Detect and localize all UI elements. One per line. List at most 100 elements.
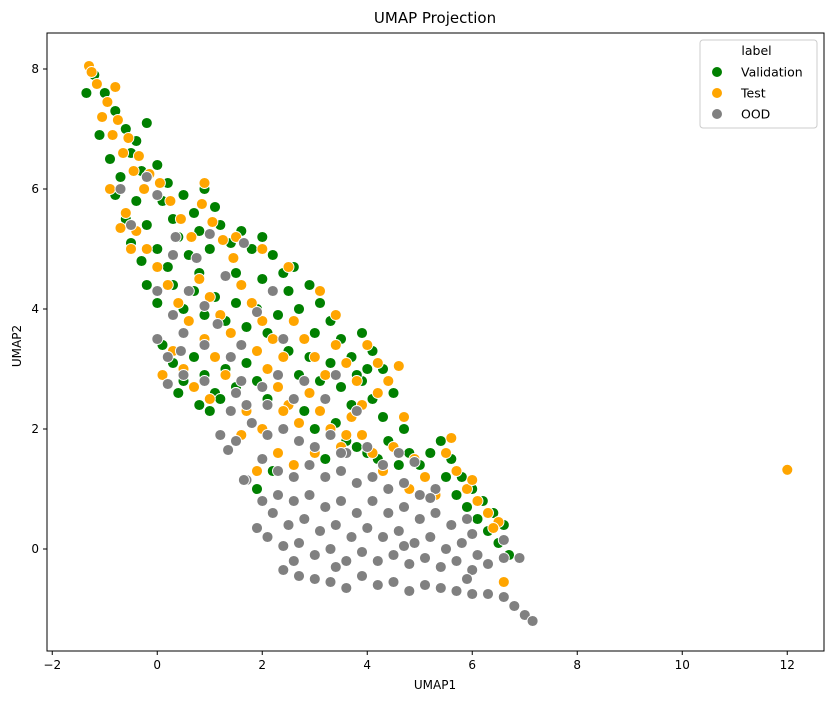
point-ood-12 <box>182 285 195 297</box>
point-ood-67 <box>287 495 300 507</box>
point-ood-59 <box>335 465 347 477</box>
point-ood-57 <box>303 459 316 471</box>
point-ood-134 <box>497 534 510 546</box>
point-ood-96 <box>308 549 321 561</box>
x-tick-label: 6 <box>468 658 476 672</box>
point-validation-110 <box>461 501 473 513</box>
point-ood-118 <box>403 585 416 597</box>
point-test-31 <box>235 279 248 291</box>
point-test-45 <box>382 375 395 387</box>
point-ood-79 <box>266 507 279 519</box>
point-validation-39 <box>140 279 153 291</box>
point-test-80 <box>466 474 479 486</box>
point-ood-84 <box>345 531 358 543</box>
point-test-77 <box>482 507 494 519</box>
point-validation-84 <box>387 387 400 399</box>
point-validation-65 <box>188 351 200 363</box>
point-ood-18 <box>177 327 190 339</box>
point-ood-82 <box>314 525 326 537</box>
point-test-103 <box>203 393 216 405</box>
point-ood-88 <box>408 537 421 549</box>
point-ood-97 <box>324 543 337 555</box>
point-ood-77 <box>445 519 458 531</box>
point-test-24 <box>161 279 174 291</box>
point-ood-80 <box>282 519 295 531</box>
point-ood-135 <box>466 528 479 540</box>
point-ood-75 <box>413 513 426 525</box>
point-ood-78 <box>461 513 473 525</box>
point-validation-27 <box>161 261 174 273</box>
point-ood-9 <box>219 270 232 282</box>
point-test-81 <box>487 522 500 534</box>
point-validation-120 <box>256 273 269 285</box>
point-ood-138 <box>398 540 410 552</box>
point-ood-37 <box>319 393 332 405</box>
point-validation-79 <box>335 381 347 393</box>
x-tick-label: 4 <box>363 658 371 672</box>
point-test-84 <box>109 81 122 93</box>
point-ood-22 <box>174 345 187 357</box>
point-validation-52 <box>282 285 295 297</box>
point-ood-105 <box>450 555 463 567</box>
point-ood-124 <box>497 591 510 603</box>
point-ood-4 <box>169 231 182 243</box>
point-validation-111 <box>471 513 484 525</box>
point-ood-113 <box>324 576 337 588</box>
point-validation-87 <box>203 405 216 417</box>
point-ood-56 <box>287 471 300 483</box>
point-validation-51 <box>272 309 284 321</box>
point-ood-110 <box>277 564 290 576</box>
point-ood-45 <box>293 435 305 447</box>
point-ood-5 <box>190 252 203 264</box>
point-test-96 <box>287 459 300 471</box>
point-test-59 <box>293 417 305 429</box>
point-test-46 <box>392 360 405 372</box>
x-tick-label: 12 <box>780 658 795 672</box>
y-axis-title: UMAP2 <box>10 325 24 367</box>
point-ood-60 <box>350 477 363 489</box>
point-validation-121 <box>230 267 242 279</box>
y-tick-label: 2 <box>31 422 39 436</box>
point-test-55 <box>251 345 263 357</box>
point-test-25 <box>172 297 185 309</box>
point-test-20 <box>119 207 132 219</box>
point-test-28 <box>203 291 216 303</box>
point-validation-6 <box>140 117 153 129</box>
legend-label-validation: Validation <box>741 65 803 80</box>
point-ood-122 <box>466 588 479 600</box>
point-validation-108 <box>440 471 452 483</box>
point-test-95 <box>251 465 263 477</box>
point-ood-58 <box>319 471 332 483</box>
point-ood-66 <box>272 489 284 501</box>
point-validation-17 <box>140 219 153 231</box>
point-ood-21 <box>177 369 190 381</box>
series-ood <box>114 171 539 627</box>
point-ood-98 <box>340 555 353 567</box>
point-validation-117 <box>319 453 332 465</box>
point-test-32 <box>245 297 258 309</box>
point-test-42 <box>350 375 363 387</box>
point-ood-123 <box>482 588 494 600</box>
point-test-71 <box>419 471 431 483</box>
point-ood-137 <box>329 561 342 573</box>
point-ood-47 <box>324 429 337 441</box>
point-ood-6 <box>203 228 216 240</box>
point-test-37 <box>298 333 311 345</box>
point-ood-125 <box>508 600 521 612</box>
point-ood-3 <box>151 189 164 201</box>
point-validation-20 <box>177 189 190 201</box>
point-test-41 <box>340 357 353 369</box>
point-ood-29 <box>235 375 248 387</box>
point-ood-100 <box>371 555 384 567</box>
point-validation-36 <box>256 231 269 243</box>
point-ood-33 <box>240 399 253 411</box>
point-ood-28 <box>230 387 242 399</box>
point-ood-102 <box>403 558 416 570</box>
point-test-13 <box>164 195 177 207</box>
point-ood-129 <box>256 495 269 507</box>
point-ood-19 <box>151 333 164 345</box>
point-validation-109 <box>450 489 463 501</box>
point-test-39 <box>319 369 332 381</box>
point-ood-11 <box>151 285 164 297</box>
point-ood-104 <box>434 561 447 573</box>
